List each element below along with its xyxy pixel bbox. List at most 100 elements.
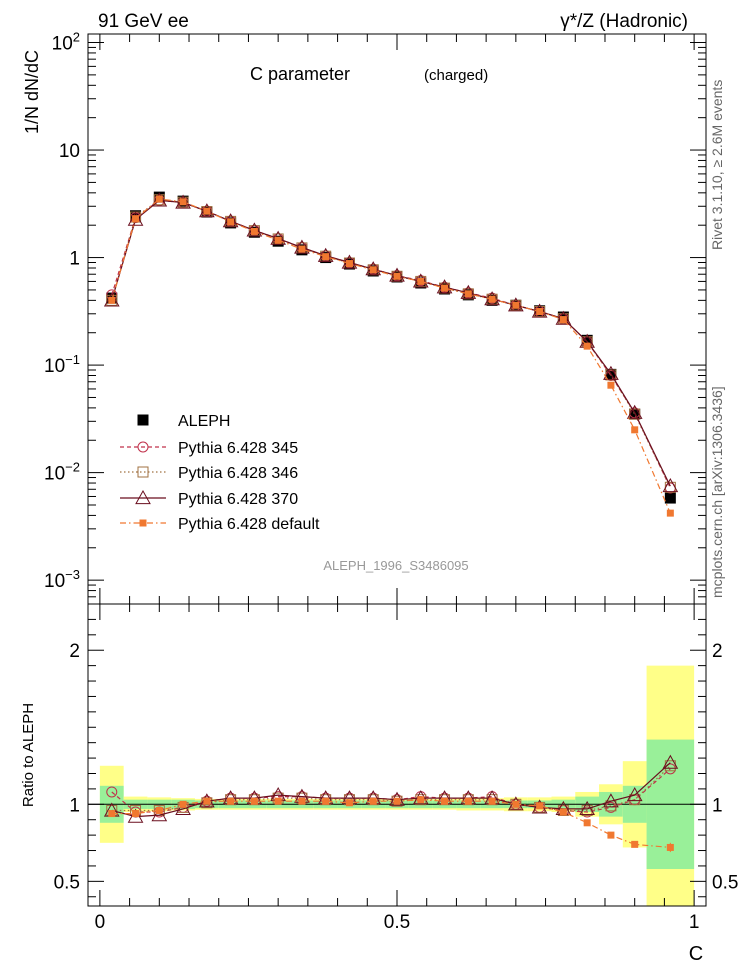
ratio-point-pdefault xyxy=(393,797,401,805)
data-point-p370 xyxy=(662,478,679,493)
data-point-pdefault xyxy=(607,381,615,389)
ratio-point-pdefault xyxy=(155,806,163,814)
data-point-pdefault xyxy=(631,426,639,434)
data-point-p370 xyxy=(603,365,619,380)
ratio-line-p346 xyxy=(111,765,671,812)
ratio-point-pdefault xyxy=(536,802,544,810)
legend-label-p370: Pythia 6.428 370 xyxy=(178,491,298,508)
ratio-point-pdefault xyxy=(369,797,377,805)
data-point-p346 xyxy=(415,275,427,287)
main-y-tick-label: 10 xyxy=(59,141,80,162)
data-point-pdefault xyxy=(559,316,567,324)
ratio-y-tick-label-right: 0.5 xyxy=(712,872,738,893)
ratio-point-p345 xyxy=(106,786,118,798)
ratio-point-p370 xyxy=(662,754,679,769)
data-point-p346 xyxy=(557,313,569,325)
legend-label-p345: Pythia 6.428 345 xyxy=(178,440,298,457)
ratio-point-pdefault xyxy=(583,819,591,827)
ratio-point-p370 xyxy=(175,800,191,816)
data-point-pdefault xyxy=(393,272,401,280)
ratio-point-pdefault xyxy=(631,840,639,848)
data-point-pdefault xyxy=(227,218,235,226)
ratio-point-pdefault xyxy=(488,797,496,805)
ratio-y-tick-label-left: 1 xyxy=(69,795,80,816)
main-y-tick-label: 1 xyxy=(69,249,80,270)
data-point-pdefault xyxy=(345,260,353,268)
plot-subtitle: (charged) xyxy=(424,67,488,84)
x-axis-label: C xyxy=(689,943,703,965)
main-y-tick-label: 10−3 xyxy=(44,567,80,592)
ratio-plot-frame xyxy=(87,603,707,907)
series-line-p370 xyxy=(111,199,671,487)
data-point-p346 xyxy=(534,306,546,318)
main-y-tick-label: 102 xyxy=(52,30,80,55)
legend-marker-p370 xyxy=(135,489,151,505)
ratio-y-axis-label: Ratio to ALEPH xyxy=(20,703,37,807)
data-point-pdefault xyxy=(666,509,674,517)
main-plot-panel: C parameter (charged) 1/N dN/dC ALEPH_19… xyxy=(22,30,707,605)
ratio-point-pdefault xyxy=(227,797,235,805)
ratio-point-pdefault xyxy=(108,810,116,818)
legend-marker-pdefault xyxy=(139,519,147,527)
main-y-tick-label: 10−1 xyxy=(44,352,80,377)
data-point-aleph xyxy=(581,334,593,346)
data-point-pdefault xyxy=(488,295,496,303)
legend-entry-p346: Pythia 6.428 346 xyxy=(120,465,298,482)
ratio-x-tick-label: 0.5 xyxy=(384,912,410,933)
data-point-pdefault xyxy=(179,198,187,206)
ratio-line-pdefault xyxy=(111,799,671,848)
legend-marker-p345 xyxy=(137,441,149,453)
data-point-pdefault xyxy=(132,215,140,223)
data-point-pdefault xyxy=(274,236,282,244)
data-point-pdefault xyxy=(441,284,449,292)
main-y-tick-label: 10−2 xyxy=(44,460,80,485)
ratio-point-p370 xyxy=(579,800,596,816)
ratio-point-p370 xyxy=(151,807,168,822)
mcplots-label: mcplots.cern.ch [arXiv:1306.3436] xyxy=(709,386,725,598)
ratio-y-tick-label-right: 2 xyxy=(712,641,723,662)
legend-entry-pdefault: Pythia 6.428 default xyxy=(120,516,320,533)
legend: ALEPH Pythia 6.428 345 Pythia 6.428 346 Pyt… xyxy=(120,413,320,533)
ratio-x-tick-label: 1 xyxy=(689,912,700,933)
ratio-point-pdefault xyxy=(203,797,211,805)
ratio-point-pdefault xyxy=(345,799,353,807)
legend-label-pdefault: Pythia 6.428 default xyxy=(178,516,320,533)
data-point-pdefault xyxy=(417,277,425,285)
data-point-p346 xyxy=(486,293,498,305)
data-point-pdefault xyxy=(464,290,472,298)
header-energy-label: 91 GeV ee xyxy=(98,11,189,32)
ratio-y-tick-label-right: 1 xyxy=(712,795,723,816)
ratio-plot-panel: 0.5 0.5 1 1 2 2 0 0.5 1 Ratio to ALEPH C xyxy=(20,603,738,965)
plot-title: C parameter xyxy=(250,64,350,84)
data-point-pdefault xyxy=(108,296,116,304)
data-point-pdefault xyxy=(250,227,258,235)
legend-marker-aleph xyxy=(137,414,149,426)
ratio-point-pdefault xyxy=(179,800,187,808)
ratio-point-pdefault xyxy=(559,808,567,816)
rivet-label: Rivet 3.1.10, ≥ 2.6M events xyxy=(709,80,725,250)
data-point-pdefault xyxy=(536,308,544,316)
ratio-point-pdefault xyxy=(250,797,258,805)
data-point-p370 xyxy=(626,404,643,419)
header-process-label: γ*/Z (Hadronic) xyxy=(560,11,688,32)
legend-marker-p346 xyxy=(137,466,149,478)
ratio-point-pdefault xyxy=(274,797,282,805)
ratio-point-pdefault xyxy=(322,797,330,805)
series-line-pdefault xyxy=(111,198,671,514)
ratio-point-pdefault xyxy=(607,831,615,839)
data-point-pdefault xyxy=(512,301,520,309)
ratio-y-tick-label-left: 2 xyxy=(69,641,80,662)
ratio-y-tick-label-left: 0.5 xyxy=(54,872,80,893)
analysis-watermark: ALEPH_1996_S3486095 xyxy=(323,558,468,573)
ratio-point-pdefault xyxy=(464,797,472,805)
data-point-pdefault xyxy=(298,245,306,253)
data-point-pdefault xyxy=(155,195,163,203)
data-point-pdefault xyxy=(203,207,211,215)
ratio-point-p346 xyxy=(664,760,676,772)
data-point-aleph xyxy=(664,492,676,504)
ratio-point-pdefault xyxy=(132,810,140,818)
data-point-p346 xyxy=(106,294,118,306)
data-point-pdefault xyxy=(369,266,377,274)
legend-entry-aleph: ALEPH xyxy=(137,413,230,430)
